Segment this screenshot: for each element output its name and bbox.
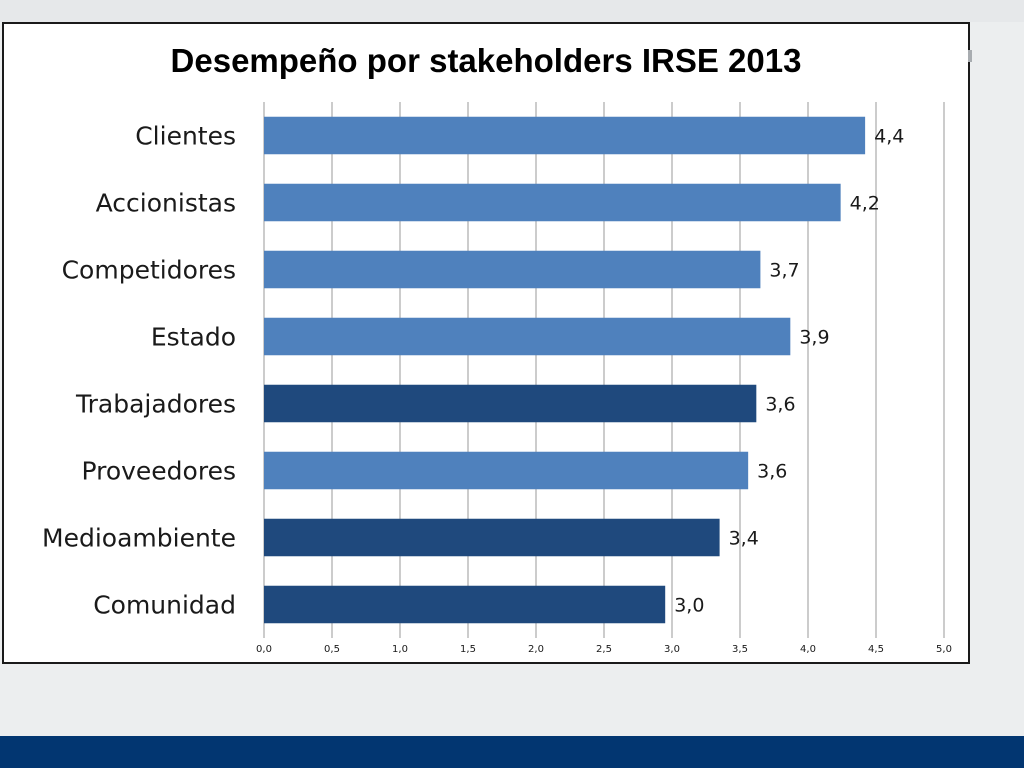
x-tick-label: 3,0 [664,644,680,655]
category-label: Proveedores [81,457,236,486]
x-tick-label: 0,0 [256,644,272,655]
data-label: 3,6 [765,394,795,416]
data-label: 3,7 [769,260,799,282]
data-label: 4,2 [850,193,880,215]
bar [264,250,761,289]
bar [264,384,757,423]
x-tick-label: 1,5 [460,644,476,655]
x-tick-label: 0,5 [324,644,340,655]
data-label: 3,9 [799,327,829,349]
x-tick-label: 4,5 [868,644,884,655]
chart-frame: Desempeño por stakeholders IRSE 2013 0,0… [2,22,970,664]
x-tick-label: 5,0 [936,644,952,655]
bar [264,451,749,490]
label-layer: 0,0 0,5 1,0 1,5 2,0 2,5 3,0 3,5 4,0 4,5 5,0 Cliente… [42,122,952,656]
category-label: Medioambiente [42,524,236,553]
bar [264,183,841,222]
bar [264,585,666,624]
x-tick-label: 3,5 [732,644,748,655]
slide-edge-mark [968,50,972,62]
category-label: Accionistas [96,189,236,218]
data-label: 3,0 [674,595,704,617]
bar [264,116,866,155]
slide-footer-band [0,736,1024,768]
category-label: Estado [151,323,236,352]
bar-chart: Desempeño por stakeholders IRSE 2013 0,0… [42,42,952,656]
data-label: 4,4 [874,126,904,148]
data-label: 3,6 [757,461,787,483]
bar-layer [264,116,866,624]
slide-top-strip [0,0,1024,22]
category-label: Competidores [62,256,236,285]
bar [264,518,720,557]
x-tick-label: 2,0 [528,644,544,655]
category-label: Comunidad [93,591,236,620]
grid-layer [263,102,945,638]
x-tick-label: 4,0 [800,644,816,655]
chart-title: Desempeño por stakeholders IRSE 2013 [171,42,802,79]
category-label: Trabajadores [75,390,236,419]
category-label: Clientes [135,122,236,151]
x-tick-label: 2,5 [596,644,612,655]
data-label: 3,4 [729,528,759,550]
bar [264,317,791,356]
x-tick-label: 1,0 [392,644,408,655]
